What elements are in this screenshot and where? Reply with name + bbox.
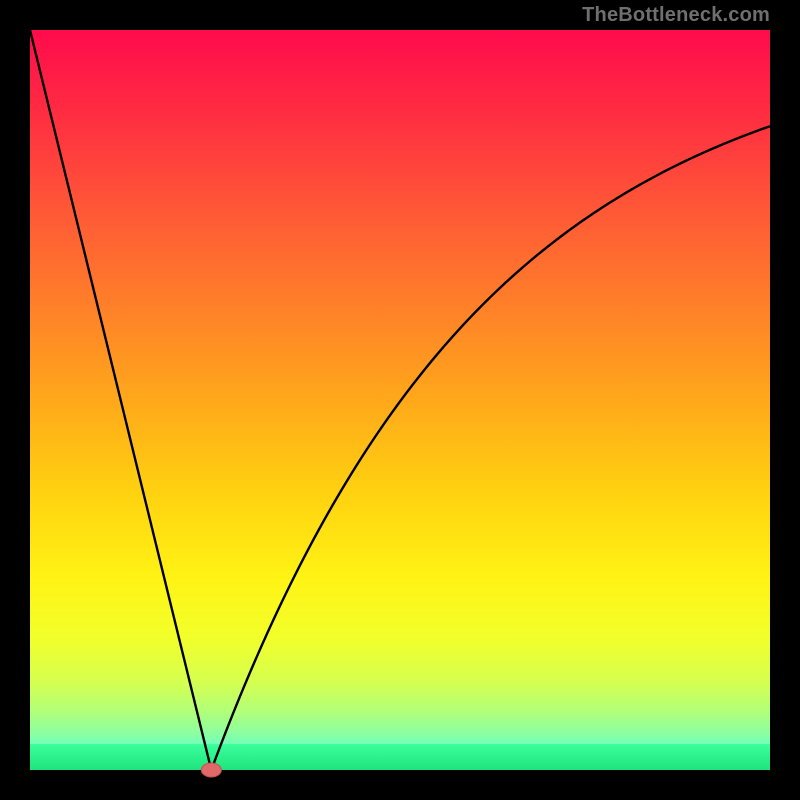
vertex-marker <box>201 763 221 777</box>
plot-green-strip <box>30 744 770 770</box>
chart-container: TheBottleneck.com <box>0 0 800 800</box>
watermark-text: TheBottleneck.com <box>582 4 770 27</box>
chart-svg <box>0 0 800 800</box>
